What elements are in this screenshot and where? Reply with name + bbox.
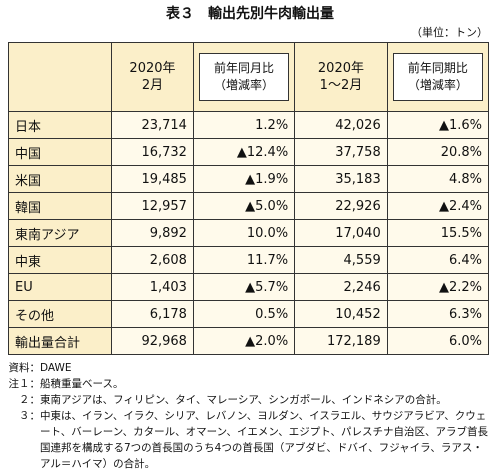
table-row: 東南アジア 9,892 10.0% 17,040 15.5% [8,219,490,247]
column-header: 前年同期比 （増減率） [386,42,490,112]
row-label: 韓国 [8,192,112,220]
note: 注１： 船積重量ベース。 [4,376,492,392]
cell: 19,485 [111,165,194,193]
cell: 15.5% [386,219,490,247]
column-header-box: 前年同月比 （増減率） [198,53,290,101]
table: 2020年 2月 前年同月比 （増減率） 2020年 1～2月 前年同期比 （増減率） 日本 23… [8,42,490,355]
column-header-line: 2月 [141,78,164,93]
note-text: DAWE [40,362,72,374]
cell: 6.0% [386,327,490,355]
table-row: 米国 19,485 ▲1.9% 35,183 4.8% [8,165,490,193]
cell: ▲1.9% [192,165,296,193]
column-header: 2020年 1～2月 [294,42,388,112]
cell: ▲12.4% [192,138,296,166]
column-header-line: 1～2月 [319,78,363,93]
column-header-line: （増減率） [214,78,275,92]
cell: 37,758 [294,138,388,166]
corner [8,42,112,112]
cell: 2,608 [111,246,194,274]
cell: 1.2% [192,111,296,139]
cell: 2,246 [294,273,388,301]
cell: 42,026 [294,111,388,139]
cell: 9,892 [111,219,194,247]
note: ３： 中東は、イラン、イラク、シリア、レバノン、ヨルダン、イスラエル、サウジアラビ… [4,408,492,472]
row-label: 輸出量合計 [8,327,112,355]
header-row: 2020年 2月 前年同月比 （増減率） 2020年 1～2月 前年同期比 （増減率） [8,42,490,112]
cell: 6,178 [111,300,194,328]
cell: 12,957 [111,192,194,220]
note: ２： 東南アジアは、フィリピン、タイ、マレーシア、シンガポール、インドネシアの合計… [4,392,492,408]
note-key: 資料： [8,362,41,374]
cell: 6.3% [386,300,490,328]
column-header-line: （増減率） [407,78,468,92]
table-row: 日本 23,714 1.2% 42,026 ▲1.6% [8,111,490,139]
column-header-line: 前年同期比 [407,61,468,75]
row-label: その他 [8,300,112,328]
cell: ▲5.7% [192,273,296,301]
note-key: ２： [19,394,40,406]
cell: 4,559 [294,246,388,274]
table-row: 中国 16,732 ▲12.4% 37,758 20.8% [8,138,490,166]
cell: 92,968 [111,327,194,355]
note-key: 注１： [8,378,41,390]
cell: 1,403 [111,273,194,301]
column-header-line: 前年同月比 [214,61,275,75]
table-row: 輸出量合計 92,968 ▲2.0% 172,189 6.0% [8,327,490,355]
cell: 6.4% [386,246,490,274]
note-text: 中東は、イラン、イラク、シリア、レバノン、ヨルダン、イスラエル、サウジアラビア、… [40,410,489,470]
row-label: 日本 [8,111,112,139]
row-label: EU [8,273,112,301]
cell: ▲1.6% [386,111,490,139]
row-label: 中東 [8,246,112,274]
cell: 172,189 [294,327,388,355]
cell: ▲2.0% [192,327,296,355]
column-header-box: 前年同期比 （増減率） [392,53,483,101]
cell: ▲2.4% [386,192,490,220]
unit: （単位：トン） [411,26,488,39]
row-label: 米国 [8,165,112,193]
cell: 22,926 [294,192,388,220]
cell: 10,452 [294,300,388,328]
table-row: 韓国 12,957 ▲5.0% 22,926 ▲2.4% [8,192,490,220]
cell: 20.8% [386,138,490,166]
note-key: ３： [19,410,40,422]
cell: 0.5% [192,300,296,328]
table-row: EU 1,403 ▲5.7% 2,246 ▲2.2% [8,273,490,301]
column-header: 前年同月比 （増減率） [192,42,296,112]
column-header-line: 2020年 [129,61,176,76]
column-header-line: 2020年 [317,61,364,76]
notes: 資料： DAWE 注１： 船積重量ベース。 ２： 東南アジアは、フィリピン、タイ、マレーシ… [4,360,492,472]
row-label: 東南アジア [8,219,112,247]
table-row: その他 6,178 0.5% 10,452 6.3% [8,300,490,328]
title: 表３ 輸出先別牛肉輸出量 [166,6,334,22]
cell: 4.8% [386,165,490,193]
cell: ▲2.2% [386,273,490,301]
table-row: 中東 2,608 11.7% 4,559 6.4% [8,246,490,274]
column-header: 2020年 2月 [111,42,194,112]
cell: ▲5.0% [192,192,296,220]
cell: 17,040 [294,219,388,247]
cell: 11.7% [192,246,296,274]
cell: 35,183 [294,165,388,193]
cell: 16,732 [111,138,194,166]
row-label: 中国 [8,138,112,166]
note-text: 船積重量ベース。 [40,378,124,390]
cell: 10.0% [192,219,296,247]
cell: 23,714 [111,111,194,139]
note: 資料： DAWE [4,360,492,376]
note-text: 東南アジアは、フィリピン、タイ、マレーシア、シンガポール、インドネシアの合計。 [40,394,447,406]
